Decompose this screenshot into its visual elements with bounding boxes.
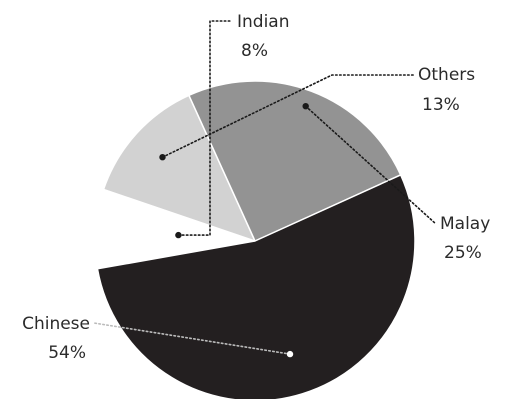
leader-dot-malay [302, 103, 309, 110]
slice-label-chinese: Chinese [22, 314, 90, 334]
pie-slices [94, 80, 416, 399]
slice-label-malay: Malay [440, 214, 490, 234]
pie-slice-others [102, 94, 257, 243]
leader-dot-others [159, 154, 166, 161]
slice-label-others: Others [418, 65, 475, 85]
slice-value-indian: 8% [241, 41, 268, 61]
slice-label-indian: Indian [237, 12, 290, 32]
leader-line-others [161, 74, 415, 158]
pie-slice-chinese [96, 173, 416, 399]
slice-labels: Indian 8% Others 13% Malay 25% Chinese 54% [22, 12, 490, 363]
leader-dot-indian [175, 231, 182, 239]
slice-value-malay: 25% [444, 243, 482, 263]
leader-lines [93, 20, 437, 358]
slice-value-others: 13% [422, 95, 460, 115]
leader-dot-chinese [286, 350, 294, 358]
leader-line-indian [177, 20, 233, 236]
pie-slice-malay [187, 80, 402, 242]
slice-value-chinese: 54% [48, 343, 86, 363]
leader-line-malay [304, 105, 437, 225]
leader-line-chinese [93, 322, 291, 355]
